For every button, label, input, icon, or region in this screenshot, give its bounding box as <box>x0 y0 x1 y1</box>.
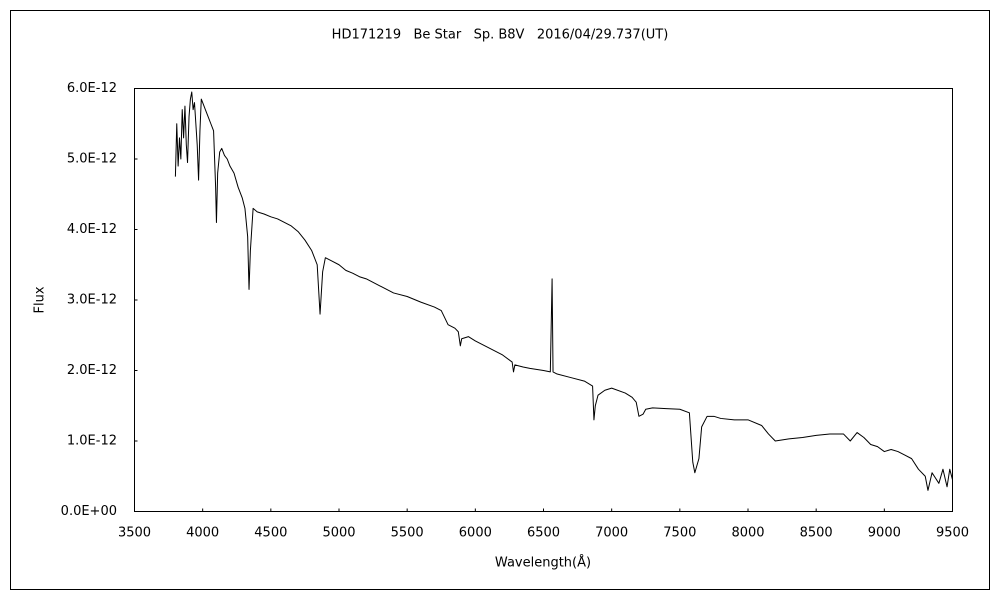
y-tick-label: 3.0E-12 <box>67 293 117 308</box>
x-tick-label: 6500 <box>527 526 560 541</box>
y-tick-label: 1.0E-12 <box>67 434 117 449</box>
x-tick-label: 9000 <box>868 526 901 541</box>
y-tick-label: 2.0E-12 <box>67 363 117 378</box>
x-tick-label: 4000 <box>186 526 219 541</box>
y-tick-label: 6.0E-12 <box>67 81 117 96</box>
x-tick-label: 7000 <box>595 526 628 541</box>
x-tick-label: 5500 <box>391 526 424 541</box>
x-axis-label: Wavelength(Å) <box>495 555 591 571</box>
x-tick-label: 8000 <box>731 526 764 541</box>
y-tick-label: 0.0E+00 <box>61 504 117 519</box>
y-tick-label: 4.0E-12 <box>67 222 117 237</box>
spectrum-line <box>174 91 953 491</box>
x-tick-label: 9500 <box>936 526 969 541</box>
x-tick-label: 8500 <box>800 526 833 541</box>
x-tick-label: 7500 <box>663 526 696 541</box>
outer-frame <box>10 10 990 590</box>
chart-title: HD171219 Be Star Sp. B8V 2016/04/29.737(… <box>332 28 669 43</box>
y-tick-label: 5.0E-12 <box>67 152 117 167</box>
x-tick-label: 5000 <box>322 526 355 541</box>
y-axis-label: Flux <box>33 286 48 313</box>
x-tick-label: 6000 <box>459 526 492 541</box>
x-tick-label: 3500 <box>118 526 151 541</box>
x-tick-label: 4500 <box>254 526 287 541</box>
